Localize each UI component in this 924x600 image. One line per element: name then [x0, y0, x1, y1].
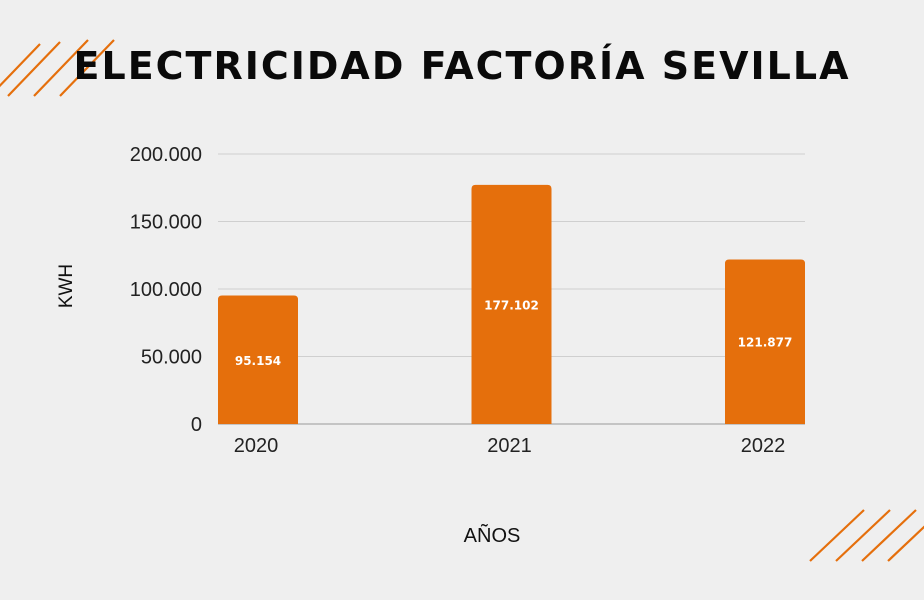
y-tick-label: 100.000 [130, 279, 202, 301]
bar-2022 [725, 259, 805, 424]
decorative-stripes-top-left [0, 39, 115, 97]
y-axis-ticks: 0 50.000 100.000 150.000 200.000 [130, 144, 202, 436]
bar-2021 [471, 184, 552, 424]
bar-2020 [218, 295, 298, 424]
y-tick-label: 0 [191, 414, 202, 436]
data-label-2022: 121.877 [738, 336, 793, 350]
x-tick-label: 2020 [234, 435, 279, 457]
data-label-2021: 177.102 [484, 298, 539, 312]
bars: 95.154 177.102 121.877 [218, 184, 805, 424]
data-label-2020: 95.154 [235, 354, 281, 368]
y-axis-label: KWH [56, 264, 77, 308]
x-axis-label: AÑOS [464, 523, 521, 547]
decorative-stripes-bottom-right [809, 509, 924, 562]
x-tick-label: 2022 [741, 435, 786, 457]
y-tick-label: 150.000 [130, 212, 202, 234]
chart-title: ELECTRICIDAD FACTORÍA SEVILLA [73, 44, 851, 88]
x-axis-ticks: 2020 2021 2022 [234, 435, 786, 457]
y-tick-label: 50.000 [141, 347, 202, 369]
x-tick-label: 2021 [487, 435, 532, 457]
y-tick-label: 200.000 [130, 144, 202, 166]
